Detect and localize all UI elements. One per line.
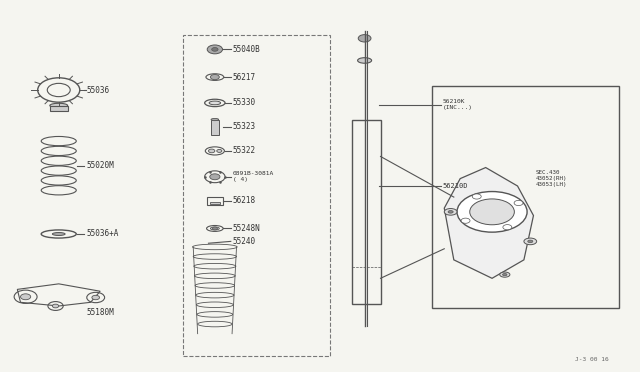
Circle shape [358, 35, 371, 42]
Text: 56218: 56218 [233, 196, 256, 205]
Text: 55020M: 55020M [86, 161, 114, 170]
Ellipse shape [358, 58, 372, 63]
Text: 55180M: 55180M [86, 308, 114, 317]
Circle shape [212, 48, 218, 51]
Text: 56210D: 56210D [442, 183, 468, 189]
Circle shape [207, 45, 223, 54]
Polygon shape [444, 167, 534, 278]
Text: 55322: 55322 [233, 147, 256, 155]
Circle shape [472, 194, 481, 199]
Ellipse shape [209, 101, 221, 105]
Bar [50, 106, 68, 112]
Circle shape [212, 227, 218, 230]
Bar [431, 86, 620, 308]
Ellipse shape [211, 227, 220, 230]
Ellipse shape [217, 150, 222, 153]
Text: 56217: 56217 [233, 73, 256, 81]
Circle shape [470, 199, 515, 225]
Ellipse shape [448, 211, 453, 213]
Circle shape [503, 225, 512, 230]
Text: 0891B-3081A
( 4): 0891B-3081A ( 4) [233, 171, 274, 182]
Circle shape [52, 304, 59, 308]
Text: 55330: 55330 [233, 99, 256, 108]
Circle shape [461, 218, 470, 223]
Text: 56210K
(INC...): 56210K (INC...) [442, 99, 472, 110]
Text: J-3 00 16: J-3 00 16 [575, 357, 609, 362]
Text: 55323: 55323 [233, 122, 256, 131]
Ellipse shape [50, 103, 68, 108]
Text: 55036+A: 55036+A [86, 230, 118, 238]
Ellipse shape [528, 240, 533, 243]
Circle shape [210, 174, 220, 180]
Ellipse shape [209, 149, 215, 153]
Text: 55240: 55240 [233, 237, 256, 246]
Bar [210, 202, 220, 205]
Text: SEC.430
43052(RH)
43053(LH): SEC.430 43052(RH) 43053(LH) [536, 170, 567, 187]
Ellipse shape [500, 272, 510, 277]
Circle shape [20, 294, 31, 300]
Bar [211, 120, 219, 135]
Ellipse shape [524, 238, 537, 245]
Text: 55036: 55036 [86, 86, 109, 94]
Circle shape [457, 192, 527, 232]
Ellipse shape [502, 273, 507, 276]
Text: 55040B: 55040B [233, 45, 260, 54]
Bar [352, 119, 381, 304]
Ellipse shape [211, 118, 219, 121]
Ellipse shape [444, 209, 457, 215]
Text: 55248N: 55248N [233, 224, 260, 233]
Bar [207, 197, 223, 205]
Ellipse shape [52, 232, 65, 235]
Circle shape [211, 74, 220, 80]
Circle shape [92, 295, 100, 300]
Circle shape [514, 201, 523, 206]
Bar [183, 35, 330, 356]
